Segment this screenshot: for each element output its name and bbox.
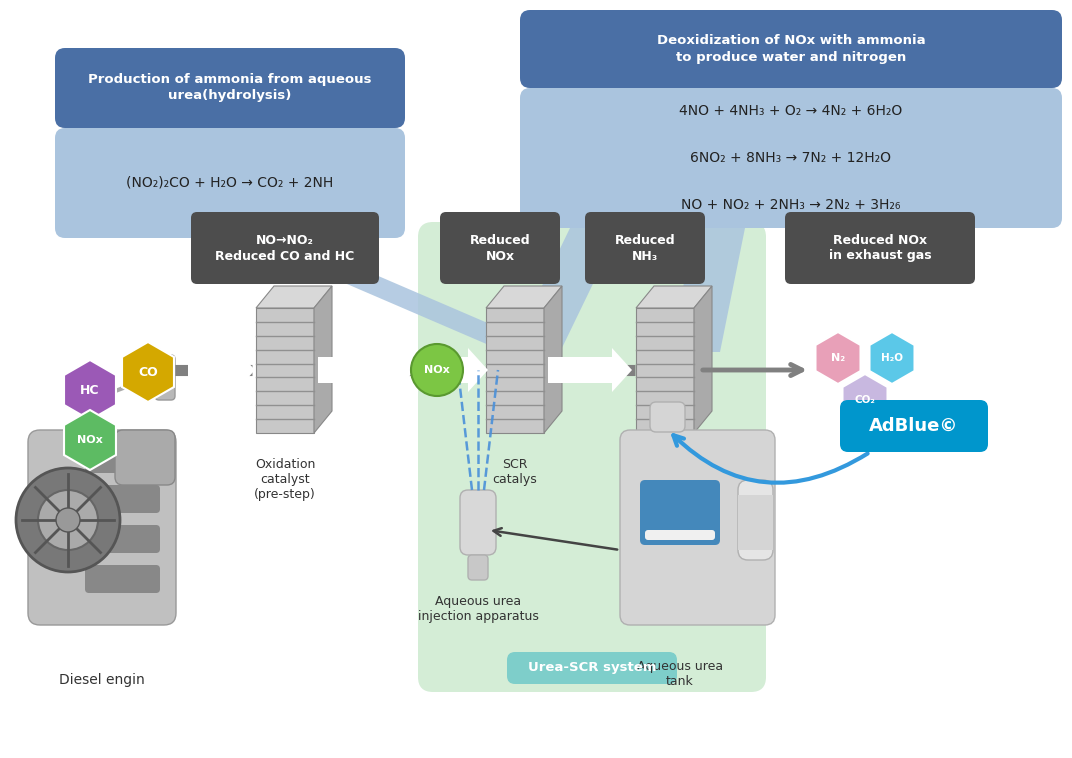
FancyBboxPatch shape bbox=[55, 128, 405, 238]
Polygon shape bbox=[670, 228, 745, 352]
Polygon shape bbox=[636, 286, 712, 308]
Text: Reduced NOx
in exhaust gas: Reduced NOx in exhaust gas bbox=[829, 233, 932, 262]
Text: SCR
catalys: SCR catalys bbox=[493, 458, 537, 486]
Text: H₂O: H₂O bbox=[881, 353, 903, 363]
Polygon shape bbox=[544, 286, 562, 433]
Polygon shape bbox=[318, 357, 394, 383]
FancyBboxPatch shape bbox=[507, 652, 678, 684]
FancyBboxPatch shape bbox=[520, 88, 1062, 228]
Polygon shape bbox=[314, 286, 332, 433]
Text: CO₂: CO₂ bbox=[854, 395, 876, 405]
Text: Aqueous urea
tank: Aqueous urea tank bbox=[637, 660, 723, 688]
Text: Diesel engin: Diesel engin bbox=[59, 673, 145, 687]
Polygon shape bbox=[486, 308, 544, 433]
FancyBboxPatch shape bbox=[585, 212, 705, 284]
Circle shape bbox=[56, 508, 80, 532]
FancyBboxPatch shape bbox=[620, 430, 775, 625]
Text: NOx: NOx bbox=[77, 435, 103, 445]
Text: NO→NO₂
Reduced CO and HC: NO→NO₂ Reduced CO and HC bbox=[215, 233, 355, 262]
Polygon shape bbox=[256, 286, 332, 308]
Polygon shape bbox=[468, 348, 488, 392]
Polygon shape bbox=[394, 348, 415, 392]
Text: CO: CO bbox=[138, 365, 158, 378]
FancyBboxPatch shape bbox=[460, 490, 496, 555]
Polygon shape bbox=[548, 357, 612, 383]
FancyBboxPatch shape bbox=[85, 525, 160, 553]
Polygon shape bbox=[612, 348, 632, 392]
Text: HC: HC bbox=[80, 384, 100, 396]
Polygon shape bbox=[256, 308, 314, 433]
FancyBboxPatch shape bbox=[155, 355, 175, 400]
Text: Reduced
NOx: Reduced NOx bbox=[470, 233, 531, 262]
Text: Deoxidization of NOx with ammonia
to produce water and nitrogen: Deoxidization of NOx with ammonia to pro… bbox=[657, 35, 925, 64]
FancyBboxPatch shape bbox=[468, 555, 488, 580]
Polygon shape bbox=[694, 286, 712, 433]
Text: Reduced
NH₃: Reduced NH₃ bbox=[614, 233, 675, 262]
Polygon shape bbox=[636, 308, 694, 433]
Text: Production of ammonia from aqueous
urea(hydrolysis): Production of ammonia from aqueous urea(… bbox=[88, 74, 372, 102]
Text: AdBlue©: AdBlue© bbox=[869, 417, 958, 435]
Circle shape bbox=[411, 344, 463, 396]
Text: Oxidation
catalyst
(pre-step): Oxidation catalyst (pre-step) bbox=[254, 458, 316, 501]
Text: 6NO₂ + 8NH₃ → 7N₂ + 12H₂O: 6NO₂ + 8NH₃ → 7N₂ + 12H₂O bbox=[690, 151, 892, 165]
Text: NOx: NOx bbox=[425, 365, 450, 375]
FancyBboxPatch shape bbox=[650, 402, 685, 432]
Circle shape bbox=[16, 468, 120, 572]
Text: (NO₂)₂CO + H₂O → CO₂ + 2NH: (NO₂)₂CO + H₂O → CO₂ + 2NH bbox=[126, 176, 333, 190]
FancyBboxPatch shape bbox=[191, 212, 379, 284]
Polygon shape bbox=[816, 332, 861, 384]
FancyBboxPatch shape bbox=[440, 212, 560, 284]
FancyBboxPatch shape bbox=[840, 400, 988, 452]
Polygon shape bbox=[869, 332, 914, 384]
Polygon shape bbox=[460, 357, 468, 383]
Text: Aqueous urea
injection apparatus: Aqueous urea injection apparatus bbox=[418, 595, 538, 623]
Polygon shape bbox=[240, 238, 555, 352]
FancyBboxPatch shape bbox=[785, 212, 976, 284]
Text: N₂: N₂ bbox=[831, 353, 845, 363]
FancyBboxPatch shape bbox=[85, 445, 160, 473]
Text: Oxidation
catalyst
(pre-step): Oxidation catalyst (pre-step) bbox=[635, 458, 696, 501]
FancyBboxPatch shape bbox=[738, 480, 773, 560]
FancyBboxPatch shape bbox=[28, 430, 176, 625]
FancyBboxPatch shape bbox=[738, 495, 773, 550]
Polygon shape bbox=[64, 360, 116, 420]
Polygon shape bbox=[510, 228, 620, 352]
Text: NO + NO₂ + 2NH₃ → 2N₂ + 3H₂₆: NO + NO₂ + 2NH₃ → 2N₂ + 3H₂₆ bbox=[682, 198, 900, 211]
Polygon shape bbox=[843, 374, 888, 426]
Polygon shape bbox=[188, 357, 235, 383]
FancyBboxPatch shape bbox=[85, 565, 160, 593]
Text: 4NO + 4NH₃ + O₂ → 4N₂ + 6H₂O: 4NO + 4NH₃ + O₂ → 4N₂ + 6H₂O bbox=[680, 105, 903, 118]
FancyBboxPatch shape bbox=[418, 222, 766, 692]
Polygon shape bbox=[122, 342, 174, 402]
Polygon shape bbox=[486, 286, 562, 308]
FancyBboxPatch shape bbox=[55, 48, 405, 128]
FancyBboxPatch shape bbox=[645, 530, 715, 540]
FancyBboxPatch shape bbox=[640, 480, 720, 545]
FancyBboxPatch shape bbox=[115, 430, 175, 485]
FancyBboxPatch shape bbox=[85, 485, 160, 513]
Circle shape bbox=[38, 490, 98, 550]
Polygon shape bbox=[235, 348, 255, 392]
Polygon shape bbox=[64, 410, 116, 470]
Text: Urea-SCR system: Urea-SCR system bbox=[527, 662, 656, 675]
FancyBboxPatch shape bbox=[520, 10, 1062, 88]
